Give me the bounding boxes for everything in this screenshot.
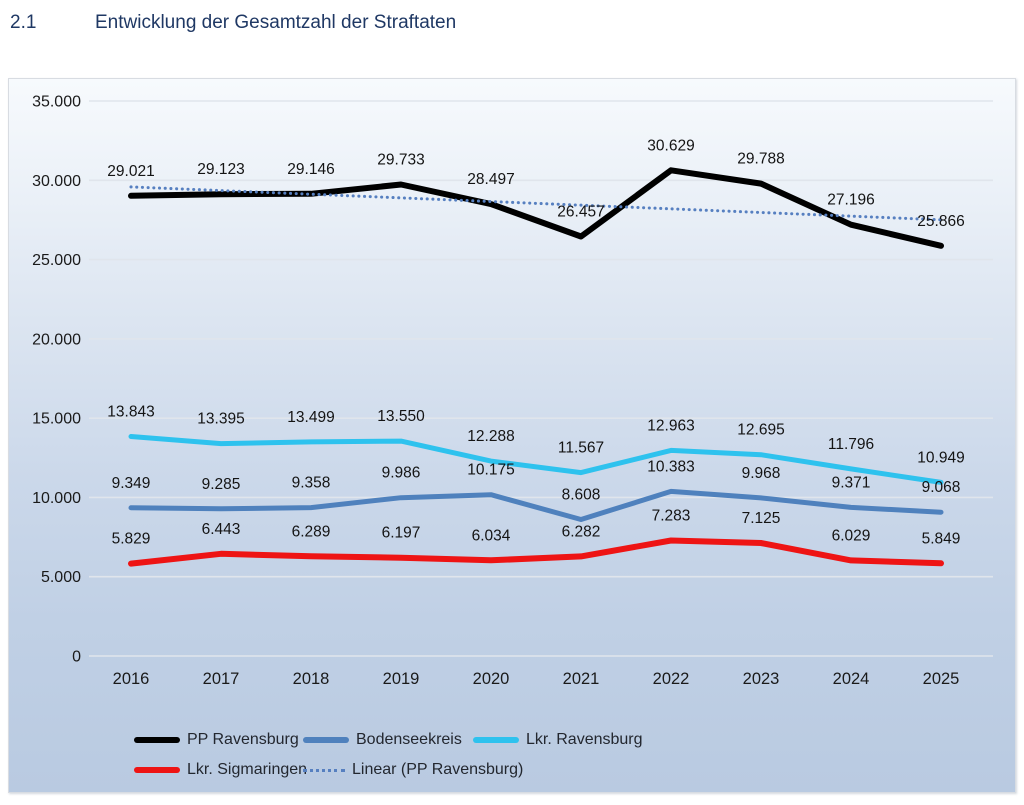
legend-item-bodenseekreis: Bodenseekreis (303, 729, 462, 751)
svg-text:8.608: 8.608 (562, 487, 601, 504)
svg-text:25.866: 25.866 (917, 213, 964, 230)
legend-label-pp-ravensburg: PP Ravensburg (187, 731, 299, 748)
svg-text:13.499: 13.499 (287, 409, 334, 426)
svg-text:12.695: 12.695 (737, 422, 784, 439)
svg-text:2023: 2023 (743, 670, 780, 688)
svg-text:12.963: 12.963 (647, 417, 694, 434)
legend-label-lkr-sigmaringen: Lkr. Sigmaringen (187, 761, 308, 778)
svg-text:20.000: 20.000 (32, 331, 81, 348)
svg-text:2018: 2018 (293, 670, 330, 688)
legend-label-lkr-ravensburg: Lkr. Ravensburg (526, 731, 643, 748)
svg-text:30.629: 30.629 (647, 137, 694, 154)
svg-text:30.000: 30.000 (32, 173, 81, 190)
gridlines (89, 100, 993, 657)
svg-text:6.289: 6.289 (292, 523, 331, 540)
legend-item-pp-ravensburg: PP Ravensburg (134, 729, 299, 751)
svg-text:2017: 2017 (203, 670, 240, 688)
svg-text:29.021: 29.021 (107, 163, 154, 180)
svg-text:9.371: 9.371 (832, 474, 871, 491)
svg-text:2025: 2025 (923, 670, 960, 688)
svg-text:12.288: 12.288 (467, 428, 514, 445)
svg-text:15.000: 15.000 (32, 411, 81, 428)
legend-swatch-linear-trend (303, 768, 345, 772)
svg-text:9.968: 9.968 (742, 465, 781, 482)
trendline (129, 185, 943, 222)
series-line-lkr-sigmaringen (128, 537, 944, 567)
svg-text:7.283: 7.283 (652, 508, 691, 525)
legend-swatch-lkr-sigmaringen (134, 767, 180, 773)
svg-text:13.550: 13.550 (377, 408, 425, 425)
series-line-lkr-ravensburg (128, 434, 944, 485)
svg-text:9.285: 9.285 (202, 476, 241, 493)
section-heading: 2.1 Entwicklung der Gesamtzahl der Straf… (0, 12, 1024, 42)
svg-text:5.849: 5.849 (922, 530, 961, 547)
legend-label-linear-trend: Linear (PP Ravensburg) (352, 761, 524, 778)
svg-text:13.395: 13.395 (197, 411, 244, 428)
series-line-pp-ravensburg (128, 167, 944, 249)
legend-label-bodenseekreis: Bodenseekreis (356, 731, 462, 748)
svg-text:28.497: 28.497 (467, 171, 514, 188)
svg-text:2020: 2020 (473, 670, 510, 688)
svg-text:9.068: 9.068 (922, 479, 961, 496)
legend-swatch-bodenseekreis (303, 737, 349, 743)
svg-text:6.029: 6.029 (832, 527, 871, 544)
legend-item-linear-trend: Linear (PP Ravensburg) (303, 759, 523, 781)
svg-text:29.733: 29.733 (377, 152, 424, 169)
svg-text:6.034: 6.034 (472, 527, 511, 544)
data-labels: 29.021 29.123 29.146 29.733 28.497 26.457 30.6… (107, 137, 964, 547)
chart-area: 0 5.000 10.000 15.000 20.000 25.000 30.000 35.0… (8, 78, 1016, 793)
series-lines (128, 167, 944, 567)
line-chart: 0 5.000 10.000 15.000 20.000 25.000 30.000 35.0… (32, 94, 993, 688)
legend-item-lkr-sigmaringen: Lkr. Sigmaringen (134, 759, 307, 781)
svg-text:13.843: 13.843 (107, 403, 154, 420)
svg-text:11.796: 11.796 (828, 436, 874, 453)
svg-text:26.457: 26.457 (557, 203, 604, 220)
svg-text:9.358: 9.358 (292, 475, 331, 492)
svg-text:2021: 2021 (563, 670, 600, 688)
svg-text:9.349: 9.349 (112, 475, 151, 492)
svg-text:11.567: 11.567 (558, 440, 604, 457)
svg-text:27.196: 27.196 (827, 192, 874, 209)
svg-text:5.000: 5.000 (41, 569, 81, 586)
svg-text:5.829: 5.829 (112, 531, 151, 548)
svg-text:25.000: 25.000 (32, 252, 81, 269)
svg-text:29.788: 29.788 (737, 151, 784, 168)
svg-text:6.443: 6.443 (202, 521, 241, 538)
svg-text:10.383: 10.383 (647, 458, 694, 475)
svg-text:7.125: 7.125 (742, 510, 781, 527)
x-axis-labels: 2016 2017 2018 2019 2020 2021 2022 2023 2024 2025 (113, 670, 960, 688)
legend-swatch-pp-ravensburg (134, 737, 180, 743)
svg-text:10.000: 10.000 (32, 490, 81, 507)
svg-text:2024: 2024 (833, 670, 870, 688)
svg-text:6.282: 6.282 (562, 523, 601, 540)
series-line-bodenseekreis (128, 488, 944, 522)
svg-text:29.146: 29.146 (287, 161, 334, 178)
svg-text:9.986: 9.986 (382, 465, 421, 482)
section-number: 2.1 (10, 12, 37, 33)
svg-text:10.949: 10.949 (917, 449, 964, 466)
legend-swatch-lkr-ravensburg (473, 737, 519, 743)
svg-text:35.000: 35.000 (32, 94, 81, 111)
svg-text:2022: 2022 (653, 670, 690, 688)
svg-text:10.175: 10.175 (467, 462, 514, 479)
svg-text:29.123: 29.123 (197, 161, 244, 178)
svg-text:0: 0 (72, 649, 81, 666)
legend-item-lkr-ravensburg: Lkr. Ravensburg (473, 729, 643, 751)
page-title: Entwicklung der Gesamtzahl der Straftate… (95, 12, 457, 33)
y-axis-labels: 0 5.000 10.000 15.000 20.000 25.000 30.000 35.0… (32, 94, 81, 666)
svg-text:2016: 2016 (113, 670, 150, 688)
svg-text:6.197: 6.197 (382, 525, 421, 542)
svg-text:2019: 2019 (383, 670, 420, 688)
